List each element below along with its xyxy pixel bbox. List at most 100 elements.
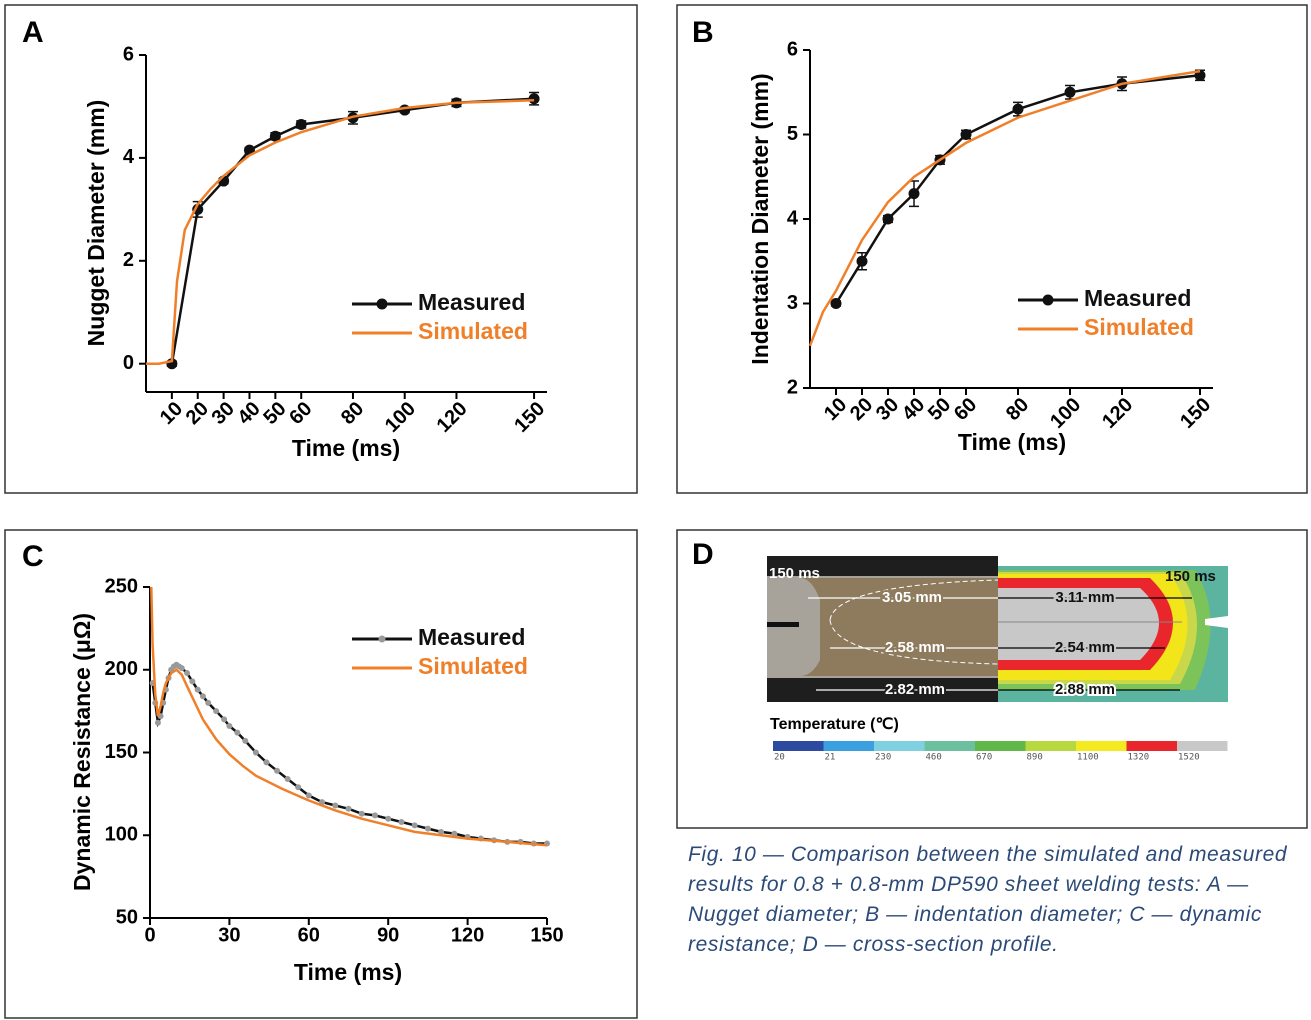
marker	[398, 819, 405, 826]
marker	[295, 118, 307, 130]
x-tick-label: 30	[218, 924, 240, 946]
marker	[199, 693, 206, 700]
colorbar: 20 21 230 460 670 890 1100 1320 1520	[773, 741, 1228, 763]
y-axis-title: Nugget Diameter (mm)	[83, 100, 109, 347]
series-line	[151, 663, 547, 845]
colorbar-label: 20	[774, 753, 785, 763]
marker	[269, 130, 281, 142]
marker	[178, 665, 185, 672]
marker	[295, 784, 302, 791]
colorbar-segment	[1025, 741, 1076, 751]
x-tick-label: 150	[510, 398, 549, 437]
legend-marker	[1042, 294, 1054, 306]
colorbar-segment	[874, 741, 925, 751]
colorbar-label: 670	[976, 753, 992, 763]
time-label: 150 ms	[1165, 568, 1216, 585]
colorbar-label: 1520	[1178, 753, 1200, 763]
y-axis-title: Indentation Diameter (mm)	[747, 73, 773, 364]
y-tick-label: 4	[787, 207, 799, 229]
y-tick-label: 150	[105, 741, 138, 763]
y-tick-label: 5	[787, 123, 798, 145]
dim-labels: 3.05 mm 2.58 mm 2.82 mm 3.11 mm 2.54 mm …	[880, 587, 1117, 700]
x-tick-label: 100	[381, 398, 420, 437]
y-tick-label: 2	[123, 249, 134, 271]
marker	[252, 749, 259, 756]
marker	[399, 104, 411, 116]
marker	[184, 670, 191, 677]
colorbar-segment	[1126, 741, 1177, 751]
legend-label: Measured	[418, 289, 525, 315]
marker	[226, 723, 233, 730]
legend-marker	[378, 635, 386, 643]
x-tick-label: 60	[298, 924, 320, 946]
marker	[332, 802, 339, 809]
x-axis-title: Time (ms)	[958, 429, 1066, 455]
x-tick-label: 100	[1046, 394, 1085, 433]
panel-frame	[676, 4, 1308, 494]
x-tick-label: 0	[144, 924, 155, 946]
y-tick-label: 50	[116, 906, 138, 928]
marker	[358, 810, 365, 817]
x-tick-label: 120	[1098, 394, 1137, 433]
caption: Fig. 10 — Comparison between the simulat…	[688, 843, 1288, 956]
x-tick-label: 120	[451, 924, 484, 946]
fusion-line	[829, 579, 999, 665]
x-tick-label: 60	[950, 394, 981, 425]
notch	[1205, 616, 1228, 628]
marker	[451, 830, 458, 837]
x-tick-label: 120	[433, 398, 472, 437]
colorbar-label: 890	[1027, 753, 1043, 763]
x-tick-label: 90	[377, 924, 399, 946]
marker	[194, 686, 201, 693]
dim-label: 2.88 mm	[1055, 681, 1115, 698]
marker	[205, 699, 212, 706]
marker	[345, 805, 352, 812]
y-tick-label: 6	[123, 43, 134, 65]
marker	[213, 708, 220, 715]
panel-label: B	[692, 16, 714, 49]
series-line	[150, 586, 548, 847]
dim-label: 3.11 mm	[1055, 589, 1114, 606]
fe-zone	[998, 588, 1159, 660]
colorbar-segment	[1076, 741, 1127, 751]
x-axis-title: Time (ms)	[292, 435, 400, 461]
marker	[411, 822, 418, 829]
series-line	[808, 69, 1201, 347]
time-label: 150 ms	[769, 565, 820, 582]
colorbar-segment	[773, 741, 824, 751]
dim-label: 2.82 mm	[885, 681, 945, 698]
y-tick-label: 2	[787, 376, 798, 398]
marker	[221, 716, 228, 723]
x-tick-label: 150	[1176, 394, 1215, 433]
legend-label: Simulated	[418, 653, 528, 679]
panel-label: C	[22, 540, 44, 573]
marker	[234, 729, 241, 736]
marker	[305, 792, 312, 799]
colorbar-segment	[924, 741, 975, 751]
marker	[438, 828, 445, 835]
series-line	[834, 74, 1201, 305]
panel-label: D	[692, 538, 714, 571]
legend-label: Measured	[418, 624, 525, 650]
colorbar-label: 460	[926, 753, 942, 763]
legend-marker	[376, 298, 388, 310]
y-tick-label: 100	[105, 824, 138, 846]
marker	[274, 767, 281, 774]
colorbar-label: 230	[875, 753, 891, 763]
y-tick-label: 250	[105, 575, 138, 597]
marker	[424, 825, 431, 832]
series-line	[146, 99, 535, 365]
marker	[882, 213, 894, 225]
x-tick-label: 80	[1002, 394, 1033, 425]
marker	[154, 719, 161, 726]
panel-frame	[4, 529, 638, 1019]
legend-label: Simulated	[1084, 314, 1194, 340]
y-tick-label: 6	[787, 38, 798, 60]
panel-frame	[4, 4, 638, 494]
gap	[767, 622, 799, 627]
marker	[284, 775, 291, 782]
legend-label: Simulated	[418, 318, 528, 344]
colorbar-segment	[823, 741, 874, 751]
